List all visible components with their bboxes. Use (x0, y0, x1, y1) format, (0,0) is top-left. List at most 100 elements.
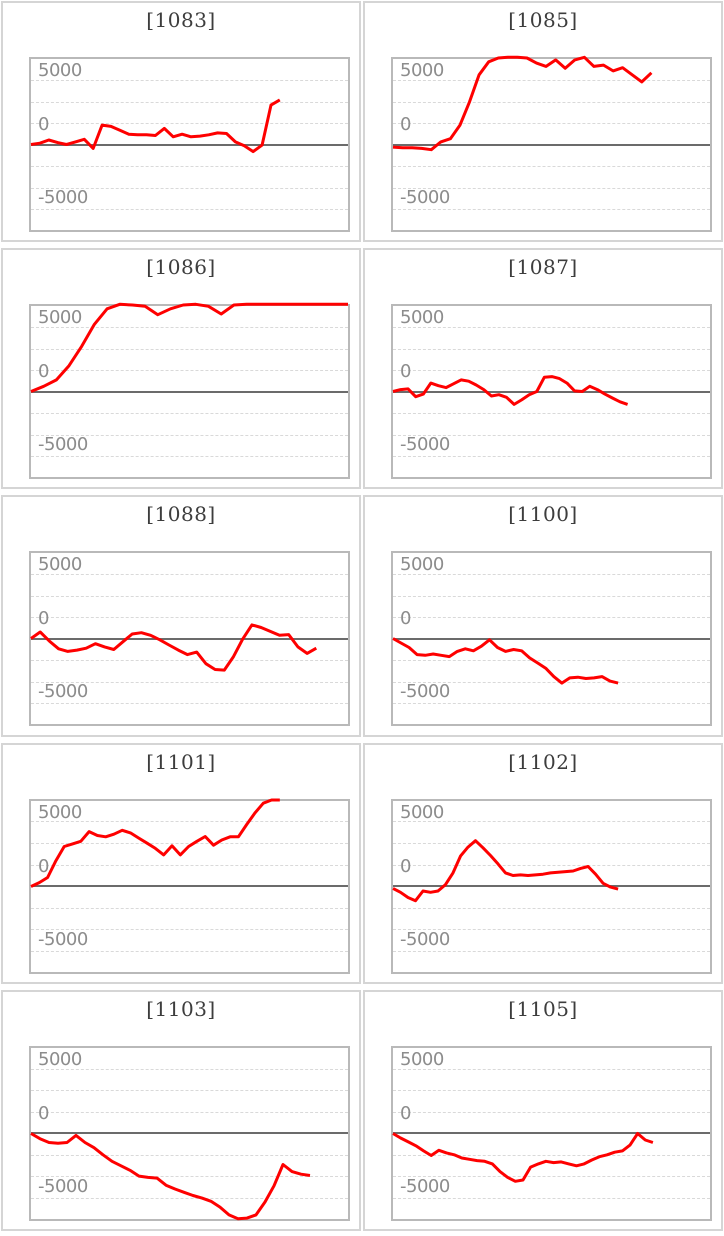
gridline (393, 1090, 710, 1092)
zero-axis-line (393, 885, 710, 888)
zero-axis-line (393, 637, 710, 640)
y-tick-label: 5000 (400, 554, 444, 576)
y-tick-label: 0 (400, 1102, 411, 1124)
y-tick-label: -5000 (400, 681, 450, 703)
gridline (393, 123, 710, 124)
zero-axis-line (393, 390, 710, 393)
y-tick-label: -5000 (38, 434, 88, 456)
y-tick-label: -5000 (400, 1175, 450, 1197)
chart-panel-1088: [1088] 5000 0 -5000 (1, 495, 361, 737)
zero-axis-line (31, 637, 348, 640)
y-tick-label: -5000 (38, 681, 88, 703)
chart-canvas (30, 1131, 311, 1220)
zero-axis-line (31, 390, 348, 393)
zero-axis-line (31, 143, 348, 146)
chart-title: [1101] (146, 749, 216, 774)
gridline (31, 370, 348, 372)
chart-panel-1105: [1105] 5000 0 -5000 (363, 989, 723, 1231)
plot-area: 5000 0 -5000 (29, 57, 350, 232)
gridline (31, 1111, 348, 1113)
gridline (393, 703, 710, 705)
gridline (31, 1176, 348, 1178)
gridline (31, 660, 348, 662)
zero-axis-line (393, 143, 710, 146)
gridline (31, 929, 348, 931)
gridline (31, 123, 348, 124)
gridline (31, 1068, 348, 1070)
gridline (393, 681, 710, 683)
gridline (393, 929, 710, 931)
chart-panel-1087: [1087] 5000 0 -5000 (363, 248, 723, 490)
gridline (31, 864, 348, 866)
gridline (31, 821, 348, 823)
y-tick-label: 5000 (38, 1048, 82, 1070)
gridline (31, 456, 348, 458)
chart-title: [1088] (146, 502, 216, 527)
y-tick-label: 5000 (400, 1048, 444, 1070)
gridline (31, 595, 348, 597)
gridline (31, 1154, 348, 1156)
series-line (392, 55, 653, 152)
gridline (393, 434, 710, 436)
gridline (31, 617, 348, 619)
y-tick-label: 5000 (38, 554, 82, 576)
plot-area: 5000 0 -5000 (29, 551, 350, 727)
plot-area: 5000 0 -5000 (391, 1045, 712, 1221)
chart-panel-1083: [1083] 5000 0 -5000 (1, 1, 361, 243)
gridline (31, 101, 348, 103)
gridline (31, 187, 348, 189)
series-line (392, 1131, 654, 1183)
gridline (393, 327, 710, 329)
plot-area: 5000 0 -5000 (391, 798, 712, 974)
chart-canvas (392, 838, 619, 902)
y-tick-label: 0 (400, 608, 411, 630)
gridline (31, 79, 348, 81)
gridline (31, 434, 348, 436)
chart-panel-1085: [1085] 5000 0 -5000 (363, 1, 723, 243)
plot-area: 5000 0 -5000 (391, 55, 712, 232)
gridline (31, 703, 348, 705)
plot-area: 5000 0 -5000 (391, 551, 712, 727)
chart-canvas (392, 375, 629, 407)
gridline (31, 950, 348, 952)
y-tick-label: -5000 (38, 928, 88, 950)
series-line (392, 838, 619, 902)
gridline (393, 101, 710, 103)
gridline (393, 660, 710, 662)
plot-area: 5000 0 -5000 (391, 304, 712, 480)
chart-panel-1102: [1102] 5000 0 -5000 (363, 742, 723, 984)
y-tick-label: 5000 (38, 60, 82, 81)
y-tick-label: 5000 (400, 307, 444, 329)
gridline (393, 1197, 710, 1199)
gridline (393, 1111, 710, 1113)
gridline (393, 166, 710, 167)
chart-title: [1100] (508, 502, 578, 527)
series-line (30, 98, 281, 154)
gridline (393, 79, 710, 81)
zero-axis-line (31, 1132, 348, 1135)
gridline (393, 187, 710, 189)
gridline (393, 821, 710, 823)
gridline (31, 1090, 348, 1092)
gridline (31, 413, 348, 415)
chart-canvas (30, 798, 280, 888)
gridline (31, 327, 348, 329)
y-tick-label: -5000 (38, 187, 88, 208)
chart-canvas (392, 1131, 654, 1183)
chart-title: [1086] (146, 255, 216, 280)
chart-panel-1101: [1101] 5000 0 -5000 (1, 742, 361, 984)
gridline (393, 864, 710, 866)
chart-title: [1105] (508, 996, 578, 1021)
gridline (393, 1176, 710, 1178)
gridline (393, 843, 710, 845)
chart-title: [1085] (508, 8, 578, 32)
series-line (30, 798, 280, 888)
series-line (392, 637, 619, 685)
y-tick-label: 0 (38, 608, 49, 630)
y-tick-label: 0 (400, 114, 411, 135)
plot-area: 5000 0 -5000 (29, 302, 350, 480)
chart-title: [1102] (508, 749, 578, 774)
series-line (30, 302, 348, 394)
y-tick-label: 0 (38, 114, 49, 135)
